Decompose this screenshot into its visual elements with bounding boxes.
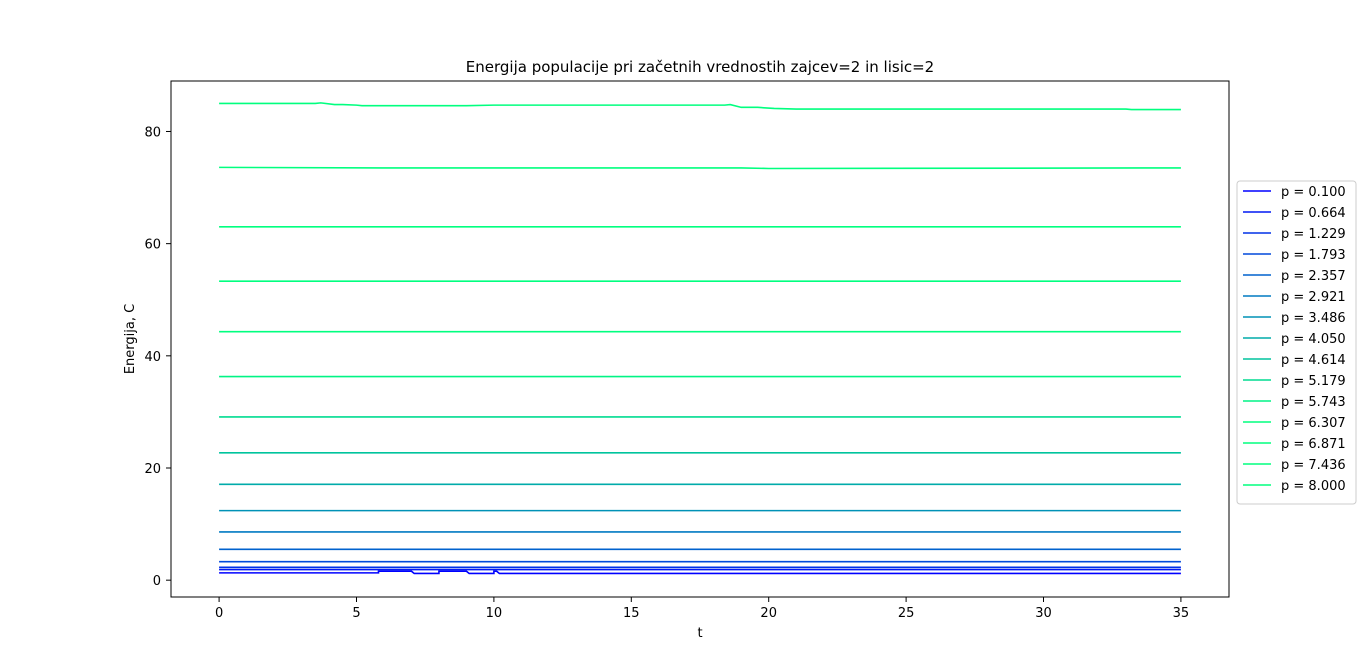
legend-entry: p = 2.357	[1281, 269, 1346, 284]
y-tick-label: 20	[144, 462, 161, 477]
legend-entry: p = 3.486	[1281, 311, 1346, 326]
legend-box	[1236, 180, 1357, 505]
x-tick-label: 30	[1035, 606, 1052, 621]
legend-entry: p = 6.871	[1281, 437, 1346, 452]
x-tick-label: 25	[898, 606, 915, 621]
legend-entry: p = 0.664	[1281, 206, 1346, 221]
series-line-15	[219, 166, 1181, 170]
x-tick-label: 15	[623, 606, 640, 621]
legend-entry: p = 6.307	[1281, 416, 1346, 431]
y-axis-label: Energija, C	[123, 304, 138, 374]
legend-entry: p = 5.743	[1281, 395, 1346, 410]
legend-entry: p = 0.100	[1281, 185, 1346, 200]
series-line-1	[219, 570, 1181, 575]
x-axis-label: t	[697, 626, 702, 641]
x-tick-label: 10	[486, 606, 503, 621]
legend-entry: p = 1.229	[1281, 227, 1346, 242]
plot-frame	[170, 80, 1230, 598]
legend-entry: p = 4.050	[1281, 332, 1346, 347]
y-tick-label: 0	[153, 574, 161, 589]
legend-entry: p = 5.179	[1281, 374, 1346, 389]
x-tick-label: 35	[1173, 606, 1190, 621]
x-tick-label: 5	[352, 606, 360, 621]
legend-entry: p = 4.614	[1281, 353, 1346, 368]
y-tick-label: 40	[144, 350, 161, 365]
x-axis: 0 5 10 15 20 25 30 35	[215, 597, 1189, 621]
legend-entry: p = 8.000	[1281, 479, 1346, 494]
y-axis: 0 20 40 60 80	[144, 125, 171, 589]
series-line-unlabeled-1	[219, 102, 1181, 111]
x-tick-label: 0	[215, 606, 223, 621]
y-tick-label: 60	[144, 238, 161, 253]
y-tick-label: 80	[144, 125, 161, 140]
chart-title: Energija populacije pri začetnih vrednos…	[466, 58, 934, 76]
legend-entry: p = 1.793	[1281, 248, 1346, 263]
plot-lines	[219, 102, 1181, 575]
x-tick-label: 20	[760, 606, 777, 621]
legend-entry: p = 2.921	[1281, 290, 1346, 305]
legend: p = 0.100 p = 0.664 p = 1.229 p = 1.793 p = …	[1236, 180, 1357, 505]
legend-entry: p = 7.436	[1281, 458, 1346, 473]
